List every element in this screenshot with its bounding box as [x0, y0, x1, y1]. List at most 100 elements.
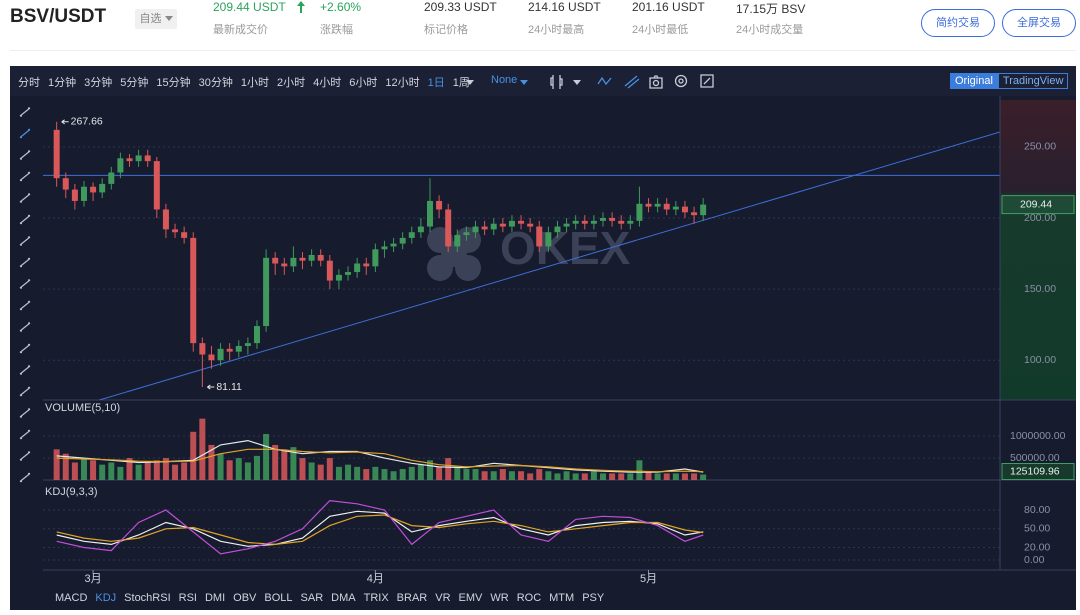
indicator[interactable]: TRIX — [363, 592, 389, 604]
indicator[interactable]: KDJ — [95, 592, 117, 604]
tool-icon[interactable] — [19, 451, 31, 461]
last-volume-box — [1001, 463, 1075, 481]
indicator[interactable]: BOLL — [264, 592, 293, 604]
interval[interactable]: 1分钟 — [48, 77, 77, 89]
camera-icon[interactable] — [649, 75, 663, 89]
tool-icon[interactable] — [19, 150, 31, 160]
indicator[interactable]: MACD — [55, 592, 88, 604]
tool-icon[interactable] — [19, 365, 31, 375]
volume-bar — [308, 462, 315, 480]
indicator[interactable]: MTM — [549, 592, 575, 604]
candle-body — [199, 343, 206, 355]
settings-icon[interactable] — [674, 74, 688, 88]
tool-icon[interactable] — [19, 128, 31, 139]
candle-body — [408, 232, 415, 238]
fullscreen-icon[interactable] — [700, 74, 714, 88]
toolbar-icons — [466, 74, 714, 89]
indicator[interactable]: SAR — [300, 592, 324, 604]
volume-bar — [135, 464, 142, 480]
simple-trade-button[interactable]: 简约交易 — [921, 9, 995, 37]
candle-body — [581, 220, 588, 224]
candle-body — [181, 232, 188, 238]
view-option[interactable]: Original — [950, 73, 998, 89]
interval[interactable]: 12小时 — [385, 77, 420, 89]
tool-icon[interactable] — [19, 386, 31, 397]
candle-body — [190, 237, 197, 344]
interval[interactable]: 1周 — [452, 77, 470, 89]
candle-body — [226, 348, 233, 352]
interval[interactable]: 2小时 — [277, 77, 306, 89]
interval[interactable]: 3分钟 — [84, 77, 113, 89]
indicator[interactable]: RSI — [178, 592, 197, 604]
interval[interactable]: 分时 — [18, 77, 40, 89]
stat-label: 涨跌幅 — [320, 24, 353, 36]
candle-icon[interactable] — [550, 75, 563, 89]
stat-value: 201.16 USDT — [632, 0, 705, 14]
draw-icon[interactable] — [624, 75, 640, 89]
interval[interactable]: 1日 — [427, 77, 445, 89]
indicator[interactable]: OBV — [233, 592, 257, 604]
tool-icon[interactable] — [19, 300, 31, 311]
watch-button[interactable]: 自选 — [135, 9, 177, 29]
stat-value: 209.44 USDT — [213, 0, 286, 14]
tool-icon[interactable] — [19, 343, 31, 354]
tool-icon[interactable] — [19, 408, 31, 418]
indicator-line — [56, 448, 704, 473]
tool-icon[interactable] — [19, 322, 31, 332]
volume-bar — [417, 464, 424, 480]
line-icon[interactable] — [597, 76, 612, 86]
tool-icon[interactable] — [19, 193, 31, 203]
indicator[interactable]: StochRSI — [124, 592, 171, 604]
candle-body — [499, 223, 506, 227]
interval[interactable]: 1小时 — [240, 77, 269, 89]
indicator-select[interactable]: None — [491, 74, 518, 86]
candle-body — [445, 209, 452, 247]
indicator[interactable]: PSY — [582, 592, 605, 604]
candle-body — [563, 223, 570, 227]
candle-body — [599, 218, 606, 221]
volume-bar — [326, 458, 333, 480]
candle-body — [263, 257, 270, 327]
indicator[interactable]: EMV — [458, 592, 483, 604]
y-tick-label: 200.00 — [1024, 212, 1056, 224]
tool-icon[interactable] — [19, 214, 31, 225]
tool-icon[interactable] — [19, 236, 31, 246]
tool-icon[interactable] — [19, 472, 31, 483]
candle-body — [463, 232, 470, 236]
fullscreen-trade-button[interactable]: 全屏交易 — [1002, 9, 1076, 37]
interval[interactable]: 30分钟 — [198, 77, 233, 89]
indicator[interactable]: DMA — [331, 592, 356, 604]
tool-icon[interactable] — [19, 429, 31, 440]
volume-bar — [162, 458, 169, 480]
x-tick-label: 5月 — [640, 573, 657, 585]
volume-bar — [554, 473, 561, 480]
tool-icon[interactable] — [19, 171, 31, 182]
y-tick-label: 150.00 — [1024, 283, 1056, 295]
view-option[interactable]: TradingView — [997, 73, 1069, 89]
candle-body — [235, 345, 242, 352]
indicator[interactable]: DMI — [204, 592, 226, 604]
volume-bar — [272, 444, 279, 480]
watermark-dot — [455, 227, 481, 253]
interval[interactable]: 5分钟 — [120, 77, 149, 89]
caret — [164, 16, 173, 21]
tool-icon[interactable] — [19, 279, 31, 289]
candle-body — [326, 260, 333, 281]
stat-value: +2.60% — [320, 0, 362, 14]
volume-bar — [645, 471, 652, 480]
indicator[interactable]: VR — [435, 592, 451, 604]
indicator[interactable]: WR — [490, 592, 509, 604]
interval[interactable]: 4小时 — [313, 77, 342, 89]
tool-icon[interactable] — [19, 107, 31, 117]
volume-bar — [445, 458, 452, 480]
stat-label: 标记价格 — [424, 24, 468, 36]
tool-icon[interactable] — [19, 257, 31, 268]
volume-bar — [90, 460, 97, 480]
volume-title: VOLUME(5,10) — [45, 402, 120, 414]
volume-bar — [117, 466, 124, 480]
volume-bar — [62, 453, 69, 480]
indicator[interactable]: BRAR — [396, 592, 428, 604]
interval[interactable]: 6小时 — [349, 77, 378, 89]
interval[interactable]: 15分钟 — [156, 77, 191, 89]
indicator[interactable]: ROC — [516, 592, 542, 604]
